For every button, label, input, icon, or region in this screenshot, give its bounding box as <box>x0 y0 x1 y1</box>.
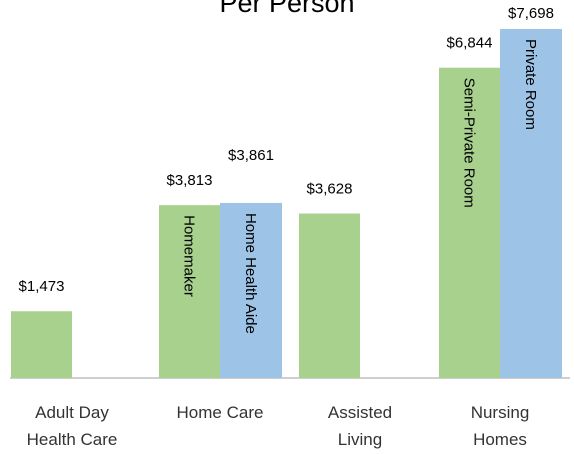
x-tick-label: Assisted <box>328 403 392 422</box>
bar <box>159 205 220 378</box>
x-tick-label: Home Care <box>177 403 264 422</box>
bar-label: Home Health Aide <box>242 213 259 334</box>
x-tick-label: Health Care <box>27 430 118 449</box>
bar <box>299 213 360 378</box>
value-label: $6,844 <box>447 35 493 52</box>
bar-label: Semi-Private Room <box>461 78 478 208</box>
x-tick-label: Nursing <box>471 403 530 422</box>
x-tick-label: Living <box>338 430 382 449</box>
x-tick-label: Homes <box>473 430 527 449</box>
value-label: $3,861 <box>228 147 274 164</box>
bar <box>439 67 500 378</box>
chart-title: Per Person <box>219 0 354 18</box>
value-label: $3,628 <box>307 181 353 198</box>
bar <box>220 202 282 378</box>
bar-label: Homemaker <box>181 215 198 297</box>
bar <box>500 29 562 378</box>
bar <box>11 311 72 378</box>
value-label: $3,813 <box>167 172 213 189</box>
value-label: $1,473 <box>19 278 65 295</box>
value-label: $7,698 <box>508 5 554 22</box>
x-tick-label: Adult Day <box>35 403 109 422</box>
bar-label: Private Room <box>522 39 539 130</box>
